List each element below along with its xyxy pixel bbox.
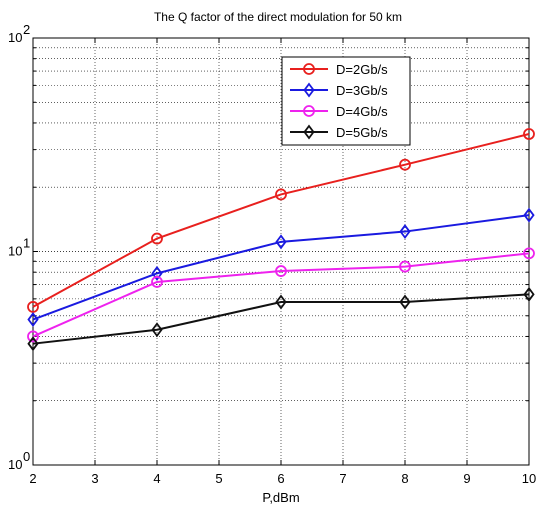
data-point: [399, 260, 411, 273]
data-point: [27, 330, 39, 343]
legend-item: D=3Gb/s: [290, 82, 388, 98]
legend-item: D=2Gb/s: [290, 62, 388, 77]
y-tick-label-exponent: 2: [23, 22, 30, 37]
data-point: [151, 322, 163, 338]
data-point: [27, 336, 39, 352]
data-point: [523, 128, 535, 140]
y-tick-label-base: 10: [8, 30, 22, 45]
data-series: [27, 128, 535, 352]
x-tick-labels: 2 3 4 5 6 7 8 9 10: [29, 471, 536, 486]
y-tick-label-exponent: 1: [23, 236, 30, 251]
x-tick-label: 7: [339, 471, 346, 486]
grid-lines: [33, 38, 529, 465]
series-line: [32, 252, 530, 338]
series-line: [32, 133, 530, 308]
x-tick-label: 2: [29, 471, 36, 486]
legend-box: [281, 56, 411, 146]
legend-item: D=5Gb/s: [290, 124, 388, 140]
x-axis-label: P,dBm: [262, 490, 299, 505]
legend: D=2Gb/s D=3Gb/s D=4Gb/s D=5Gb/s: [281, 56, 411, 146]
x-tick-label: 4: [153, 471, 160, 486]
chart-title: The Q factor of the direct modulation fo…: [154, 10, 402, 24]
y-tick-label: 102: [8, 22, 30, 45]
x-tick-label: 8: [401, 471, 408, 486]
data-point: [399, 158, 411, 171]
data-point: [523, 207, 535, 223]
data-point: [399, 224, 411, 240]
x-tick-label: 9: [463, 471, 470, 486]
data-point: [303, 82, 315, 98]
data-point: [151, 276, 163, 288]
data-point: [303, 105, 315, 117]
x-tick-label: 6: [277, 471, 284, 486]
data-point: [399, 294, 411, 310]
legend-label: D=5Gb/s: [336, 125, 388, 140]
series-line: [32, 214, 530, 321]
data-point: [27, 301, 39, 313]
axis-ticks: [32, 37, 530, 466]
x-tick-label: 10: [522, 471, 536, 486]
data-point: [303, 124, 315, 140]
data-point: [151, 232, 163, 245]
legend-item: D=4Gb/s: [290, 104, 388, 119]
data-point: [275, 188, 287, 201]
series-D=4Gb/s: [27, 247, 535, 343]
y-tick-label-exponent: 0: [23, 449, 30, 464]
legend-label: D=2Gb/s: [336, 62, 388, 77]
legend-label: D=4Gb/s: [336, 104, 388, 119]
data-point: [523, 247, 535, 260]
y-tick-label-base: 10: [8, 457, 22, 472]
x-tick-label: 5: [215, 471, 222, 486]
series-D=2Gb/s: [27, 128, 535, 313]
y-tick-label: 101: [8, 236, 30, 259]
legend-label: D=3Gb/s: [336, 83, 388, 98]
data-point: [275, 294, 287, 310]
x-tick-label: 3: [91, 471, 98, 486]
series-D=5Gb/s: [27, 286, 535, 352]
series-line: [32, 293, 530, 345]
y-tick-label-base: 10: [8, 244, 22, 259]
y-tick-label: 100: [8, 449, 30, 472]
data-point: [27, 312, 39, 328]
data-point: [151, 265, 163, 281]
data-point: [275, 234, 287, 250]
data-point: [303, 63, 315, 75]
data-point: [523, 286, 535, 302]
data-point: [275, 265, 287, 277]
series-D=3Gb/s: [27, 207, 535, 328]
